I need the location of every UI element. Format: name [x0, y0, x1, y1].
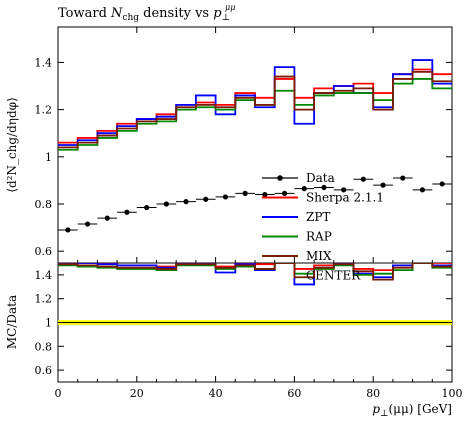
- ratio-y-tick-label: 0.8: [35, 340, 53, 353]
- ratio-y-axis-title: MC/Data: [5, 295, 19, 349]
- ratio-y-tick-label: 1: [45, 317, 52, 330]
- x-tick-label: 100: [442, 387, 463, 400]
- data-point: [183, 199, 189, 205]
- legend-label: RAP: [306, 230, 332, 244]
- main-y-tick-label: 1.2: [35, 104, 53, 117]
- data-point: [242, 190, 248, 196]
- data-point: [144, 204, 150, 211]
- main-plot-area: 0.6 0.8 1 1.2 1.4: [35, 26, 453, 264]
- data-point: [360, 176, 366, 182]
- main-panel-frame: [57, 26, 453, 264]
- data-point: [301, 186, 307, 192]
- ratio-series-mix: [58, 263, 452, 281]
- data-point: [400, 175, 406, 181]
- data-point: [203, 196, 209, 202]
- x-tick-label: 0: [55, 387, 62, 400]
- ratio-y-tick-label: 1.2: [35, 293, 53, 306]
- data-point: [262, 191, 268, 198]
- x-tick-label: 80: [366, 387, 380, 400]
- chart-title: Toward Nchg density vs p⊥μμ: [58, 3, 235, 23]
- data-point: [321, 184, 327, 191]
- main-y-tick-label: 0.8: [35, 198, 53, 211]
- data-point: [419, 187, 426, 193]
- legend: Data Sherpa 2.1.1 ZPT RAP MIX CENTER: [262, 171, 384, 283]
- data-point: [380, 182, 386, 188]
- data-point: [222, 194, 229, 200]
- main-y-tick-label: 1: [45, 151, 52, 164]
- data-point: [439, 181, 445, 187]
- ratio-y-tick-label: 0.6: [35, 364, 53, 377]
- data-point: [104, 215, 110, 221]
- data-point: [84, 221, 91, 227]
- data-point: [65, 227, 71, 233]
- main-series-mix: [58, 70, 452, 149]
- ratio-y-tick-label: 1.4: [35, 269, 53, 282]
- data-point: [341, 187, 347, 193]
- x-axis-title: p⊥(μμ) [GeV]: [372, 402, 452, 419]
- x-tick-label: 40: [209, 387, 223, 400]
- data-point: [163, 201, 169, 207]
- legend-marker: [277, 175, 283, 181]
- x-tick-label: 20: [130, 387, 144, 400]
- data-point: [124, 209, 130, 215]
- main-y-tick-label: 0.6: [35, 245, 53, 258]
- legend-label: MIX: [306, 249, 332, 263]
- legend-label: ZPT: [306, 210, 330, 224]
- y-axis-title: ⟨d²N_chg/dηdφ⟩: [5, 97, 19, 192]
- legend-label: Data: [306, 171, 335, 185]
- ratio-plot-area: 0.6 0.8 1 1.2 1.4 0 20 40 60 80 100: [35, 262, 463, 400]
- legend-label: Sherpa 2.1.1: [306, 191, 384, 205]
- x-tick-label: 60: [287, 387, 301, 400]
- legend-label: CENTER: [306, 269, 361, 283]
- main-y-tick-label: 1.4: [35, 56, 53, 69]
- data-point: [281, 190, 288, 196]
